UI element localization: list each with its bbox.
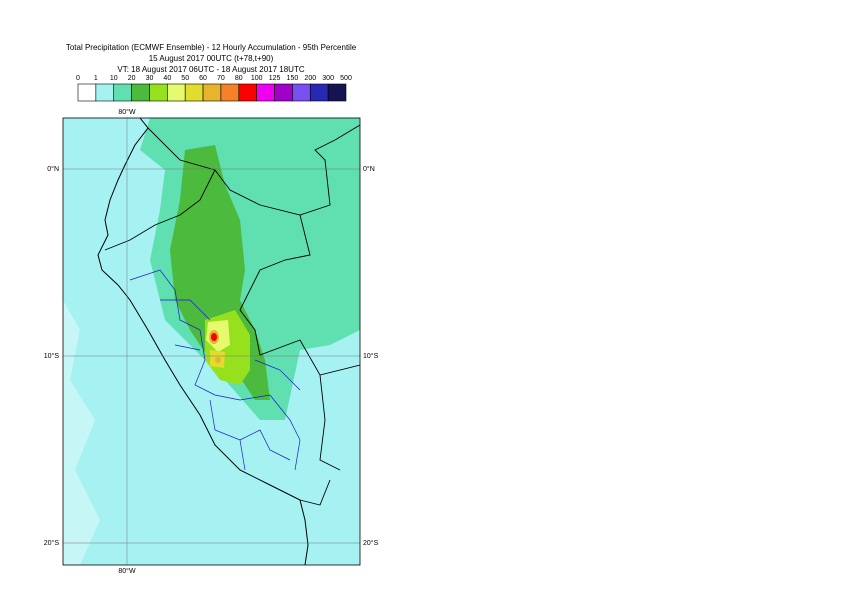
title-line: VT: 18 August 2017 06UTC - 18 August 201… [117, 65, 304, 74]
legend-swatch [95, 83, 115, 102]
header: Total Precipitation (ECMWF Ensemble) - 1… [66, 43, 357, 74]
legend-tick-label: 200 [304, 75, 316, 82]
lon-label: 80°W [118, 567, 136, 575]
lat-label: 20°S [44, 539, 60, 547]
legend-tick-label: 50 [181, 75, 189, 82]
country-border [104, 124, 360, 506]
lat-label: 10°S [44, 352, 60, 360]
legend-tick-label: 0 [76, 75, 80, 82]
legend-tick-label: 100 [251, 75, 263, 82]
coastline [97, 118, 309, 565]
lon-label: 80°W [118, 108, 136, 116]
legend-tick-label: 70 [217, 75, 225, 82]
legend-swatch [256, 83, 275, 102]
legend-tick-label: 125 [269, 75, 281, 82]
legend-tick-label: 60 [199, 75, 207, 82]
legend-swatch [292, 83, 311, 102]
legend-tick-label: 150 [287, 75, 299, 82]
title-line: Total Precipitation (ECMWF Ensemble) - 1… [66, 43, 357, 52]
lat-label: 20°S [363, 539, 379, 547]
legend-tick-label: 40 [163, 75, 171, 82]
legend-tick-label: 30 [146, 75, 154, 82]
lat-label: 0°N [363, 165, 375, 173]
legend-tick-label: 500 [340, 75, 352, 82]
map [63, 118, 360, 565]
map-frame [62, 117, 361, 566]
legend-swatch [327, 83, 347, 102]
field-orange [215, 357, 221, 363]
legend-swatch [220, 83, 240, 102]
legend-tick-label: 300 [322, 75, 334, 82]
legend-swatch [149, 83, 168, 102]
lat-label: 10°S [363, 352, 379, 360]
legend-swatch [184, 83, 204, 102]
field-light [63, 300, 100, 565]
legend-tick-label: 1 [94, 75, 98, 82]
legend-tick-label: 80 [235, 75, 243, 82]
department-border [129, 269, 301, 471]
legend-swatch [238, 83, 257, 102]
legend: 0 1 10 20 30 40 50 60 70 80 100 125 150 200 300 500 [76, 75, 352, 102]
legend-swatch [131, 83, 150, 102]
lat-label: 0°N [47, 165, 59, 173]
legend-swatch [309, 83, 329, 102]
graticule [63, 118, 360, 565]
legend-tick-label: 10 [110, 75, 118, 82]
legend-swatch [167, 83, 186, 102]
legend-swatch [113, 83, 132, 102]
legend-swatch [274, 83, 293, 102]
legend-swatch [202, 83, 222, 102]
legend-swatch [77, 83, 97, 102]
title-line: 15 August 2017 00UTC (t+78,t+90) [149, 54, 274, 63]
field-red [211, 333, 217, 341]
legend-tick-label: 20 [128, 75, 136, 82]
